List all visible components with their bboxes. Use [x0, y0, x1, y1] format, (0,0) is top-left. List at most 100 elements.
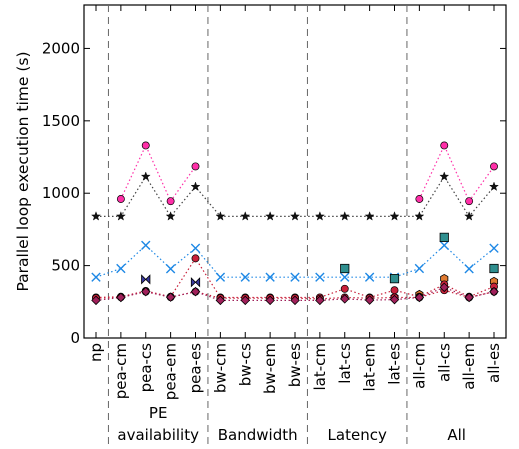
data-point	[414, 263, 425, 274]
data-point	[390, 286, 399, 295]
x-tick-label: bw-es	[286, 343, 304, 387]
x-tick-label: pea-es	[187, 343, 205, 394]
series	[141, 274, 201, 288]
data-point	[490, 162, 498, 171]
data-point	[215, 272, 226, 282]
data-point	[240, 211, 251, 221]
x-tick-label: all-em	[460, 343, 478, 390]
data-point	[240, 272, 250, 282]
data-point	[440, 141, 449, 150]
x-tick-label: all-cs	[435, 343, 453, 382]
data-point	[191, 254, 200, 263]
data-point	[265, 211, 276, 221]
data-point	[389, 274, 400, 284]
data-point	[140, 171, 151, 181]
data-point	[215, 295, 226, 306]
data-point	[91, 211, 101, 221]
data-point	[464, 264, 474, 274]
data-point	[339, 211, 350, 221]
data-point	[215, 211, 226, 221]
data-point	[439, 232, 449, 242]
data-point	[489, 286, 499, 297]
data-point	[415, 195, 424, 203]
data-point	[115, 211, 126, 221]
data-point	[265, 272, 275, 282]
series-line	[120, 143, 196, 203]
data-point	[290, 295, 300, 306]
data-point	[340, 272, 350, 282]
x-tick-label: all-es	[485, 343, 503, 383]
x-tick-label: lat-es	[386, 343, 404, 385]
data-point	[489, 263, 499, 274]
y-tick-label: 2000	[42, 39, 80, 57]
x-tick-label: bw-cs	[236, 343, 254, 386]
data-point	[364, 295, 375, 305]
data-point	[290, 272, 300, 282]
data-point	[340, 263, 350, 274]
data-point	[165, 292, 176, 302]
x-mark-stroke	[315, 272, 325, 282]
data-point	[140, 286, 151, 297]
x-tick-label: pea-cm	[112, 343, 130, 399]
data-point	[116, 263, 126, 274]
y-tick-label: 1500	[42, 112, 80, 130]
x-mark-stroke	[116, 263, 126, 274]
data-point	[240, 295, 251, 306]
x-mark-stroke	[489, 243, 499, 253]
y-axis-label: Parallel loop execution time (s)	[14, 51, 32, 291]
data-point	[91, 295, 101, 306]
x-tick-label: lat-cs	[336, 343, 354, 384]
group-label-line1: PE	[149, 404, 168, 422]
x-mark-stroke	[439, 240, 449, 251]
data-point	[340, 284, 349, 293]
x-mark-stroke	[165, 264, 176, 274]
x-tick-label: pea-em	[162, 343, 180, 400]
data-point	[190, 243, 201, 253]
y-tick-label: 1000	[42, 184, 80, 202]
data-point	[364, 272, 375, 282]
labels: 0 500 1000 1500 2000 np pea-cm pea-cs pea-em pea-…	[42, 39, 503, 444]
series-line	[95, 244, 495, 278]
data-point	[290, 211, 300, 221]
data-point	[91, 272, 101, 282]
data-point	[315, 295, 325, 306]
data-point	[439, 282, 450, 293]
data-point	[465, 197, 474, 206]
data-point	[315, 272, 325, 282]
x-mark-stroke	[414, 263, 425, 274]
y-tick-label: 0	[70, 329, 80, 347]
x-tick-label: bw-em	[261, 343, 279, 394]
data-point	[116, 195, 125, 203]
data-point	[141, 274, 151, 285]
x-mark-stroke	[290, 272, 300, 282]
data-point	[414, 292, 425, 303]
x-mark-stroke	[215, 272, 226, 282]
data-point	[190, 286, 201, 297]
data-point	[116, 292, 126, 303]
group-label: Bandwidth	[218, 426, 298, 444]
group-separators	[107, 5, 408, 444]
axes	[83, 4, 507, 339]
data-point	[414, 211, 425, 221]
series	[116, 141, 498, 206]
x-tick-label: bw-cm	[211, 343, 229, 393]
data-point	[191, 162, 200, 171]
data-point	[190, 277, 201, 288]
x-mark-stroke	[141, 240, 151, 251]
x-mark-stroke	[464, 264, 474, 274]
data-point	[439, 240, 449, 251]
series	[91, 171, 499, 221]
series-layer	[91, 141, 499, 306]
x-mark-stroke	[265, 272, 275, 282]
series	[91, 282, 499, 306]
x-mark-stroke	[340, 272, 350, 282]
x-tick-label: lat-em	[361, 343, 379, 392]
data-point	[339, 294, 350, 304]
x-mark-stroke	[190, 243, 201, 253]
data-point	[489, 181, 499, 191]
data-point	[141, 141, 150, 150]
data-point	[464, 292, 474, 303]
series-line	[96, 175, 495, 218]
group-label: availability	[117, 426, 199, 444]
